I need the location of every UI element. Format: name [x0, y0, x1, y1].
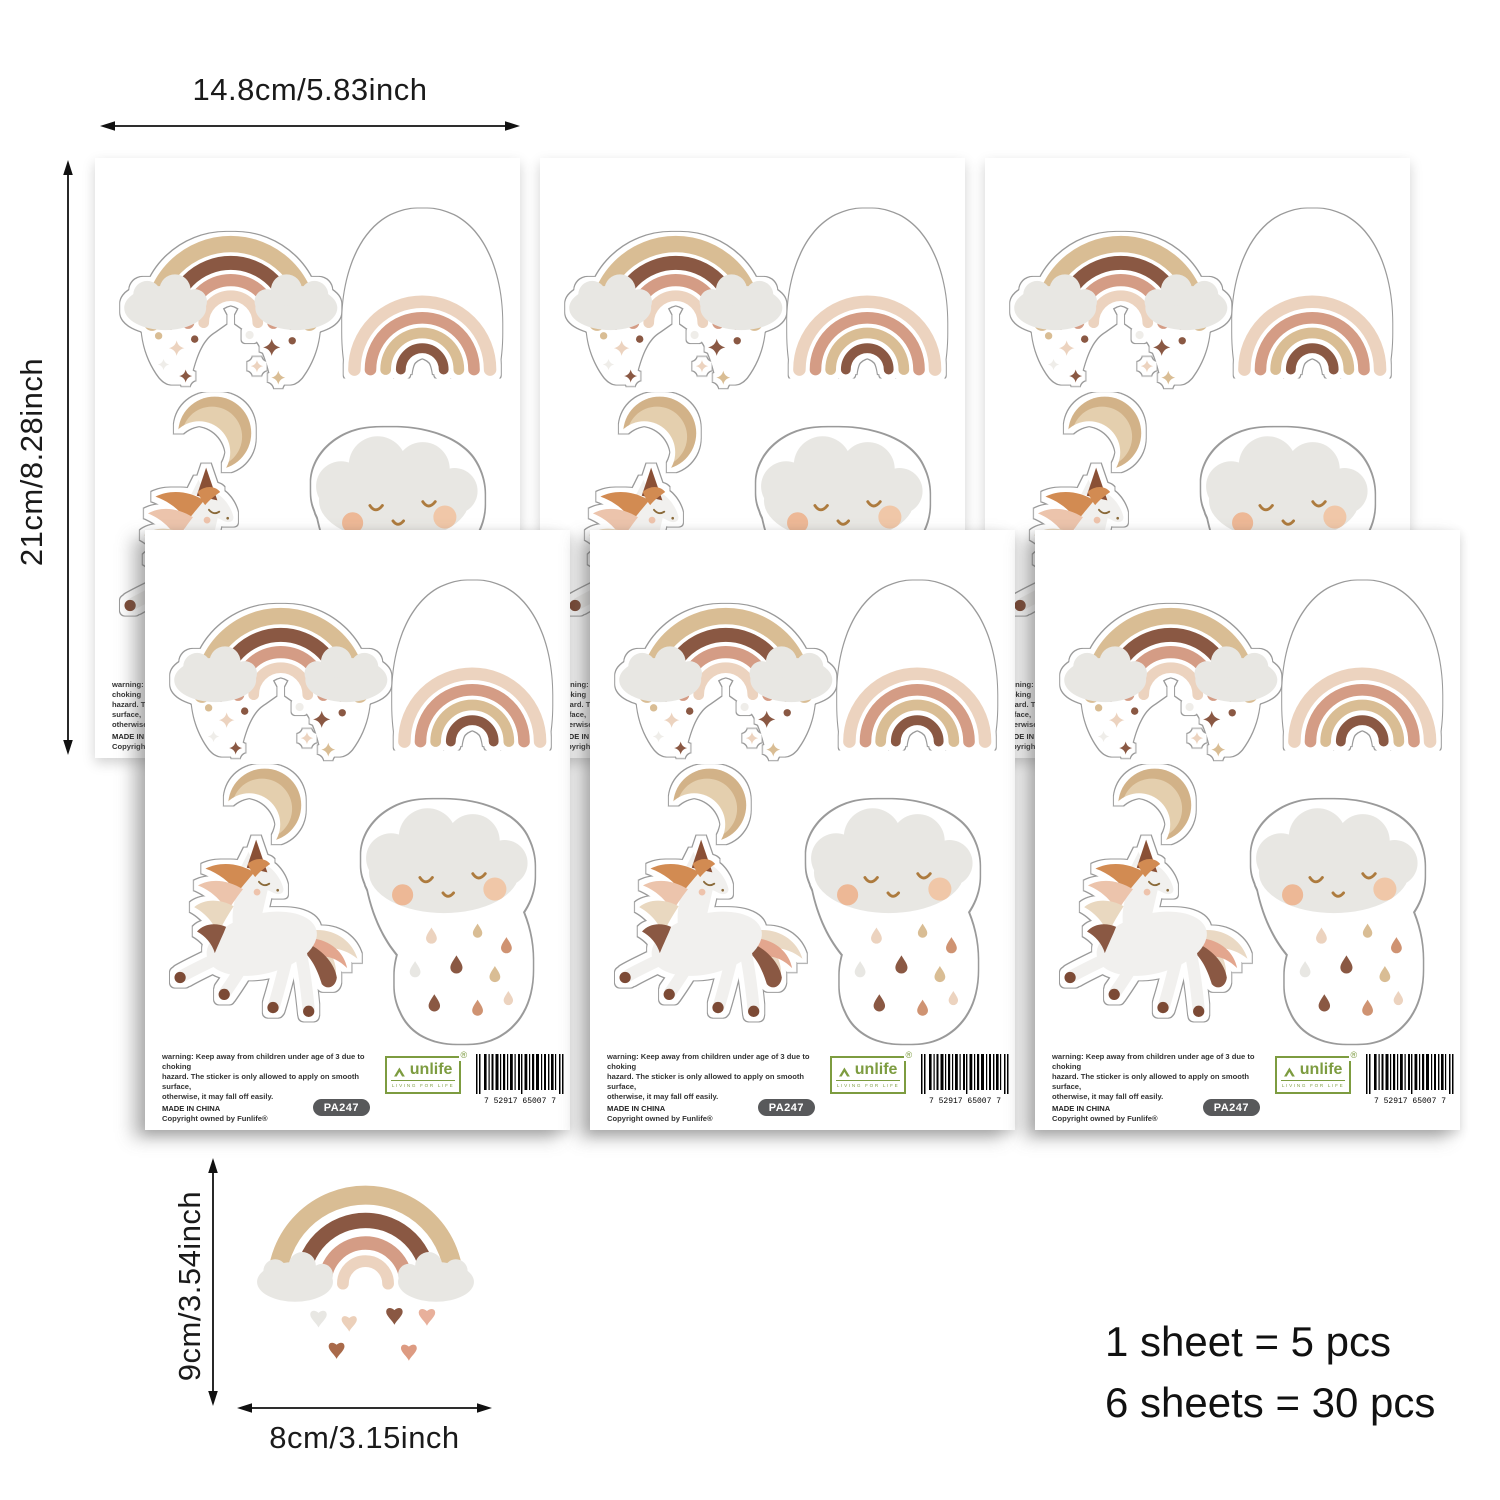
sku-badge: PA247: [312, 1099, 370, 1116]
made-in-text: MADE IN CHINA: [1002, 732, 1061, 742]
warning-line: hazard. The sticker is only allowed to a…: [607, 1072, 805, 1092]
big-rainbow-sticker: [166, 539, 396, 769]
sticker-height-dimension-arrow: [208, 1158, 218, 1406]
brand-name: unlife: [409, 1061, 453, 1078]
sku-badge: PA247: [1202, 1099, 1260, 1116]
copyright-text: Copyright owned by Funlife®: [1052, 1114, 1158, 1124]
brand-name: unlife: [854, 1061, 898, 1078]
sheet-footer: warning: Keep away from children under a…: [145, 1050, 570, 1123]
warning-line: otherwise, it may fall off easily.: [162, 1092, 274, 1102]
warning-line: hazard. The sticker is only allowed to a…: [1052, 1072, 1250, 1092]
made-in-text: MADE IN CHINA: [557, 732, 616, 742]
brand-tagline: LIVING FOR LIFE: [836, 1080, 901, 1088]
warning-line: otherwise, it may fall off easily.: [1052, 1092, 1164, 1102]
registered-mark: ®: [904, 1050, 914, 1061]
big-rainbow-sticker: [611, 539, 841, 769]
made-in-text: MADE IN CHINA: [162, 1104, 221, 1114]
sticker-width-dimension-label: 8cm/3.15inch: [269, 1420, 460, 1455]
pack-count-line-1: 1 sheet = 5 pcs: [1105, 1318, 1392, 1365]
small-rainbow-sticker: [1223, 200, 1402, 379]
funlife-logo: ® unlife LIVING FOR LIFE: [830, 1050, 914, 1094]
pack-count-text: 1 sheet = 5 pcs 6 sheets = 30 pcs: [1105, 1312, 1435, 1434]
warning-text: warning: Keep away from children under a…: [162, 1052, 387, 1124]
sheet-width-dimension-arrow: [100, 121, 520, 131]
barcode: [919, 1054, 1011, 1108]
small-rainbow-sticker: [828, 572, 1007, 751]
big-rainbow-sticker: [1006, 167, 1236, 397]
registered-mark: ®: [459, 1050, 469, 1061]
brand-name: unlife: [1299, 1061, 1343, 1078]
sticker-sheet-front-1: warning: Keep away from children under a…: [145, 530, 570, 1130]
made-in-text: MADE IN CHINA: [1052, 1104, 1111, 1114]
pack-count-line-2: 6 sheets = 30 pcs: [1105, 1378, 1436, 1426]
big-rainbow-sticker: [116, 167, 346, 397]
made-in-text: MADE IN CHINA: [607, 1104, 666, 1114]
small-rainbow-sticker: [383, 572, 562, 751]
warning-line: warning: Keep away from children under a…: [162, 1052, 365, 1072]
warning-text: warning: Keep away from children under a…: [1052, 1052, 1277, 1124]
warning-line: otherwise, it may fall off easily.: [607, 1092, 719, 1102]
funlife-logo: ® unlife LIVING FOR LIFE: [385, 1050, 469, 1094]
big-rainbow-sticker: [1056, 539, 1286, 769]
small-rainbow-sticker: [333, 200, 512, 379]
small-rainbow-sticker: [778, 200, 957, 379]
barcode: [474, 1054, 566, 1108]
sheet-height-dimension-label: 21cm/8.28inch: [14, 357, 49, 567]
rain-cloud-sticker: [788, 791, 990, 1051]
sticker-sheet-front-3: warning: Keep away from children under a…: [1035, 530, 1460, 1130]
brand-tagline: LIVING FOR LIFE: [391, 1080, 456, 1088]
barcode: [1364, 1054, 1456, 1108]
sticker-sheet-page: warning: Keep away from children under a…: [1035, 530, 1460, 1130]
made-in-text: MADE IN CHINA: [112, 732, 171, 742]
brand-roof-icon: [1283, 1067, 1295, 1077]
sticker-sheet-page: warning: Keep away from children under a…: [590, 530, 1015, 1130]
rain-cloud-sticker: [1233, 791, 1435, 1051]
sticker-sheet-front-2: warning: Keep away from children under a…: [590, 530, 1015, 1130]
copyright-text: Copyright owned by Funlife®: [162, 1114, 268, 1124]
brand-tagline: LIVING FOR LIFE: [1281, 1080, 1346, 1088]
registered-mark: ®: [1349, 1050, 1359, 1061]
copyright-text: Copyright owned by Funlife®: [607, 1114, 713, 1124]
warning-line: warning: Keep away from children under a…: [1052, 1052, 1255, 1072]
warning-line: warning: Keep away from children under a…: [607, 1052, 810, 1072]
warning-text: warning: Keep away from children under a…: [607, 1052, 832, 1124]
funlife-logo: ® unlife LIVING FOR LIFE: [1275, 1050, 1359, 1094]
lone-rainbow-sticker: [248, 1168, 483, 1380]
small-rainbow-sticker: [1273, 572, 1452, 751]
sticker-width-dimension-arrow: [237, 1403, 492, 1413]
brand-roof-icon: [838, 1067, 850, 1077]
big-rainbow-sticker: [561, 167, 791, 397]
brand-roof-icon: [393, 1067, 405, 1077]
sticker-sheet-page: warning: Keep away from children under a…: [145, 530, 570, 1130]
sticker-height-dimension-label: 9cm/3.54inch: [172, 1190, 207, 1382]
sku-badge: PA247: [757, 1099, 815, 1116]
warning-line: hazard. The sticker is only allowed to a…: [162, 1072, 360, 1092]
sheet-footer: warning: Keep away from children under a…: [1035, 1050, 1460, 1123]
sheet-footer: warning: Keep away from children under a…: [590, 1050, 1015, 1123]
sheet-height-dimension-arrow: [63, 160, 73, 755]
sheet-width-dimension-label: 14.8cm/5.83inch: [192, 72, 428, 107]
rain-cloud-sticker: [343, 791, 545, 1051]
